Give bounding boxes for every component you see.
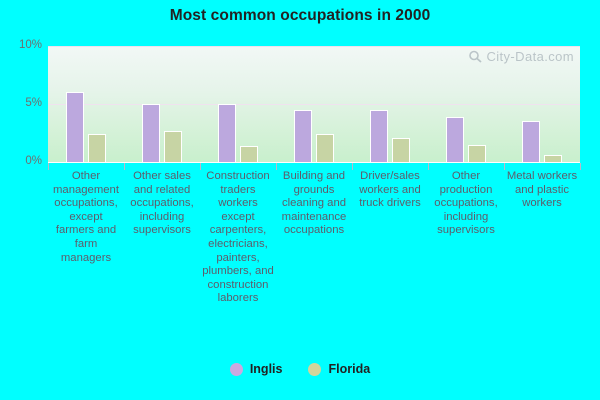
category-separator <box>276 163 277 170</box>
category-label: Construction traders workers except carp… <box>202 170 274 305</box>
category-label: Other sales and related occupations, inc… <box>130 170 194 237</box>
bar-group <box>124 46 200 162</box>
category-separator <box>352 163 353 170</box>
category-separator <box>48 163 49 170</box>
bar <box>218 104 236 162</box>
category-label: Driver/sales workers and truck drivers <box>359 170 421 210</box>
legend-swatch-icon <box>229 362 243 376</box>
bar <box>240 145 258 162</box>
category-separator <box>124 163 125 170</box>
bar <box>66 92 84 162</box>
bar <box>142 104 160 162</box>
y-axis-tick-label: 10% <box>18 39 42 51</box>
bar <box>446 116 464 162</box>
bar-group <box>352 46 428 162</box>
y-axis-tick-label: 0% <box>25 155 42 167</box>
bar <box>294 109 312 162</box>
category-label: Metal workers and plastic workers <box>506 170 578 210</box>
category-label: Building and grounds cleaning and mainte… <box>281 170 347 237</box>
gridline <box>48 104 580 105</box>
bar <box>164 130 182 162</box>
y-axis-tick-label: 5% <box>25 97 42 109</box>
bar-group <box>48 46 124 162</box>
bar-group <box>200 46 276 162</box>
legend-swatch-icon <box>308 362 322 376</box>
bar <box>316 134 334 162</box>
bar-group <box>504 46 580 162</box>
legend-item-florida[interactable]: Florida <box>308 362 370 376</box>
bar <box>392 137 410 162</box>
chart-legend: Inglis Florida <box>0 362 600 376</box>
chart-title: Most common occupations in 2000 <box>169 7 431 24</box>
legend-label: Inglis <box>249 362 283 376</box>
bar <box>370 109 388 162</box>
bar <box>544 155 562 162</box>
plot-area: City-Data.com <box>48 46 580 163</box>
category-separator <box>504 163 505 170</box>
bar <box>522 121 540 162</box>
bar <box>88 134 106 162</box>
category-label: Other production occupations, including … <box>434 170 498 237</box>
category-label: Other management occupations, except far… <box>53 170 119 264</box>
category-separator <box>428 163 429 170</box>
bar-group <box>428 46 504 162</box>
category-separator <box>580 163 581 170</box>
legend-label: Florida <box>328 362 371 376</box>
category-separator <box>200 163 201 170</box>
bar <box>468 144 486 162</box>
legend-item-inglis[interactable]: Inglis <box>229 362 283 376</box>
bar-group <box>276 46 352 162</box>
gridline <box>48 46 580 47</box>
